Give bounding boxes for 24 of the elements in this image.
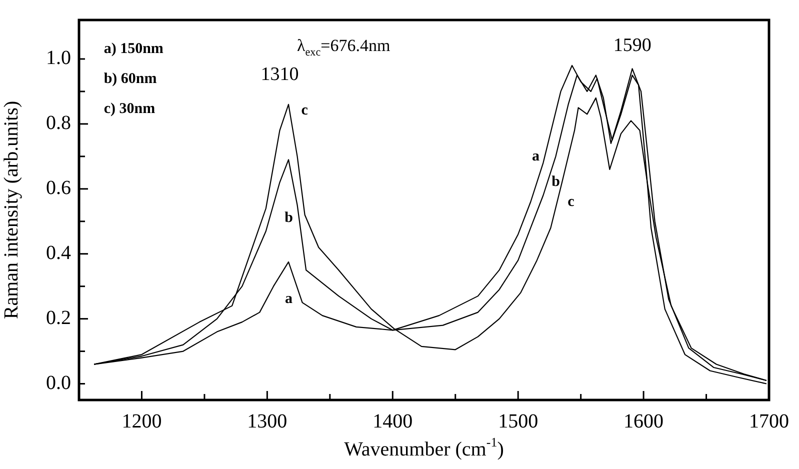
y-tick-label: 0.8 <box>46 112 71 134</box>
y-tick-label: 0.2 <box>46 307 71 330</box>
annotation: b <box>552 174 560 190</box>
y-tick-label: 0.6 <box>46 177 71 200</box>
x-tick-label: 1700 <box>749 410 789 432</box>
y-axis-title: Raman intensity (arb.units) <box>0 100 22 320</box>
annotation: a) 150nm <box>104 40 164 57</box>
x-tick-label: 1600 <box>624 410 664 432</box>
y-tick-label: 0.0 <box>46 372 71 394</box>
annotation: 1590 <box>613 34 652 56</box>
y-tick-label: 1.0 <box>46 47 71 70</box>
annotation: a <box>532 148 540 164</box>
annotation: c) 30nm <box>104 100 156 117</box>
annotation: c <box>568 194 575 210</box>
annotation: a <box>285 291 294 308</box>
x-tick-label: 1300 <box>247 410 288 432</box>
y-tick-label: 0.4 <box>46 242 71 264</box>
x-tick-label: 1200 <box>122 410 162 432</box>
x-tick-label: 1500 <box>498 410 538 432</box>
x-tick-label: 1400 <box>372 410 413 432</box>
annotation: b) 60nm <box>104 71 158 88</box>
annotation: b <box>284 210 293 226</box>
annotation: 1310 <box>260 64 299 86</box>
annotation: c <box>301 102 308 119</box>
